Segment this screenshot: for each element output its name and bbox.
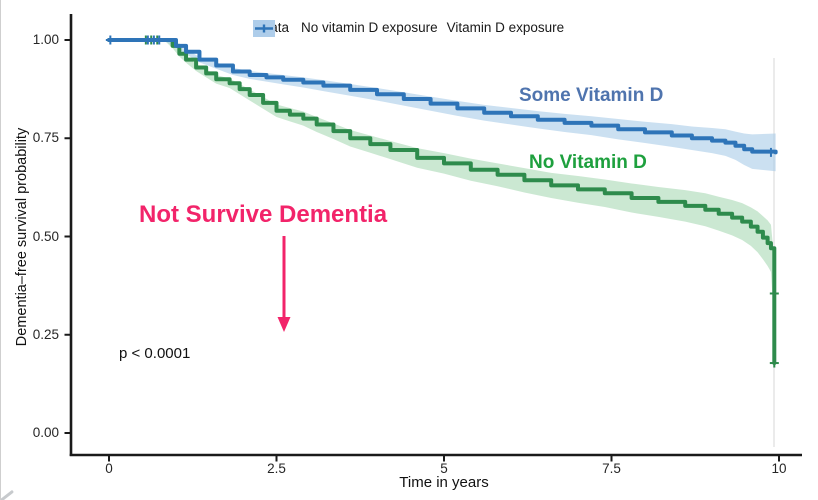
x-tick-label: 5 [440, 461, 448, 476]
y-tick-label: 0.75 [32, 130, 59, 146]
legend-label-vitamin-d: Vitamin D exposure [446, 20, 565, 35]
annotation-no-vitamin-d: No Vitamin D [529, 152, 647, 173]
km-key-blue-icon [253, 20, 275, 37]
y-tick-label: 0.00 [32, 425, 59, 440]
survival-curve-vitamin-d [107, 38, 778, 155]
down-arrow-head-icon [277, 317, 291, 332]
legend: Strata No vitamin D exposure Vitamin D e… [253, 20, 565, 37]
x-tick-label: 10 [771, 461, 787, 476]
annotation-not-survive-dementia: Not Survive Dementia [139, 201, 388, 228]
y-tick-label: 0.25 [32, 326, 59, 342]
x-tick-label: 2.5 [267, 461, 286, 476]
x-tick-label: 7.5 [602, 461, 621, 476]
y-tick-label: 1.00 [32, 32, 59, 47]
legend-item-vitamin-d: Vitamin D exposure [253, 20, 565, 37]
legend-label-no-vitamin-d: No vitamin D exposure [301, 20, 438, 35]
survival-curve-no-vitamin-d [107, 38, 777, 366]
annotation-some-vitamin-d: Some Vitamin D [519, 85, 664, 106]
x-tick-label: 0 [105, 461, 113, 476]
p-value-text: p < 0.0001 [119, 345, 191, 362]
x-axis-label: Time in years [399, 474, 489, 491]
y-tick-label: 0.50 [32, 228, 59, 244]
legend-item-no-vitamin-d: No vitamin D exposure [253, 20, 438, 37]
